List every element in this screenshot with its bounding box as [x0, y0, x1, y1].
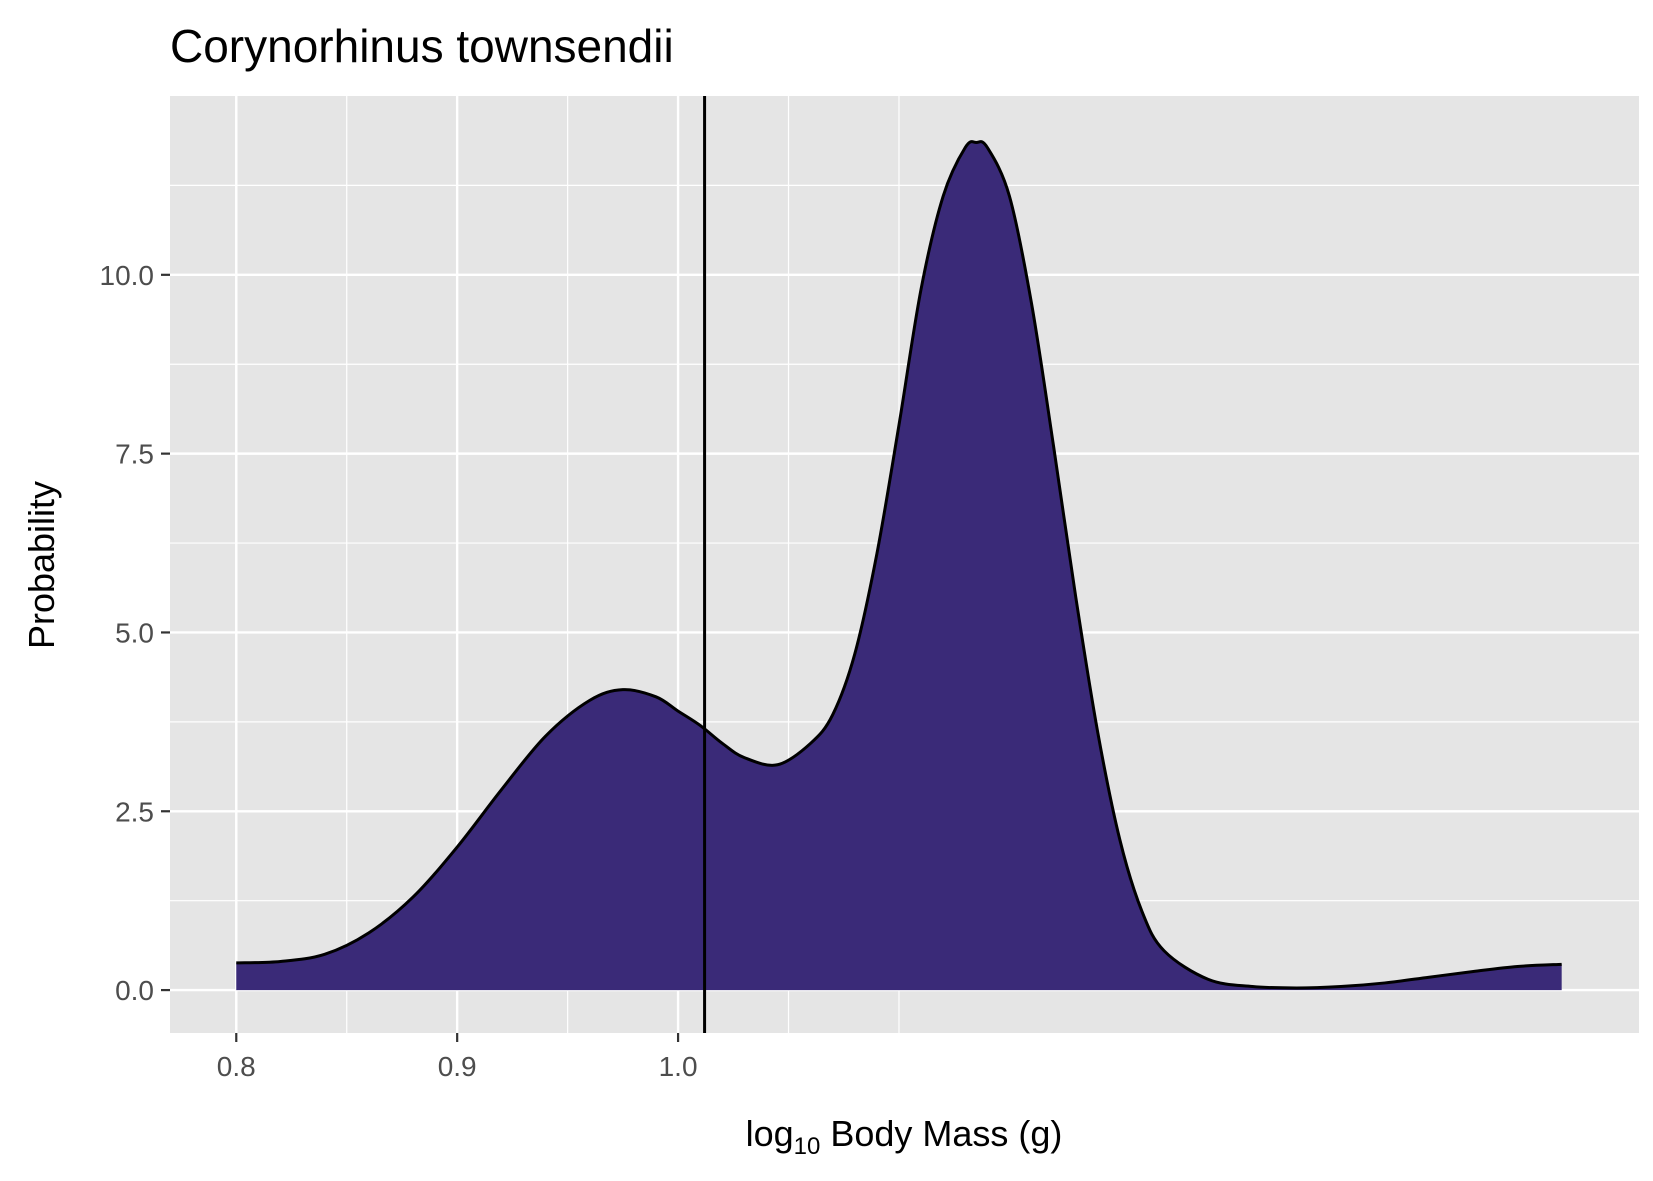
x-axis-title-subscript: 10 [794, 1133, 821, 1160]
x-axis-title-main: Body Mass (g) [820, 1113, 1062, 1154]
density-curve [236, 140, 1562, 990]
x-tick-label: 1.0 [659, 1051, 698, 1082]
y-tick-label: 10.0 [100, 260, 155, 291]
y-axis-title: Probability [21, 481, 62, 649]
y-tick-label: 5.0 [115, 617, 154, 648]
x-axis-title-log: log [746, 1113, 794, 1154]
y-tick-label: 2.5 [115, 796, 154, 827]
y-tick-label: 0.0 [115, 975, 154, 1006]
density-area [236, 141, 1562, 991]
y-tick-label: 7.5 [115, 439, 154, 470]
x-axis: 0.8 0.9 1.0 [217, 1033, 698, 1082]
chart-title: Corynorhinus townsendii [170, 20, 674, 72]
x-tick-label: 0.8 [217, 1051, 256, 1082]
x-tick-label: 0.9 [438, 1051, 477, 1082]
x-axis-title: log10 Body Mass (g) [746, 1113, 1063, 1160]
y-axis: 0.0 2.5 5.0 7.5 10.0 [100, 260, 170, 1006]
